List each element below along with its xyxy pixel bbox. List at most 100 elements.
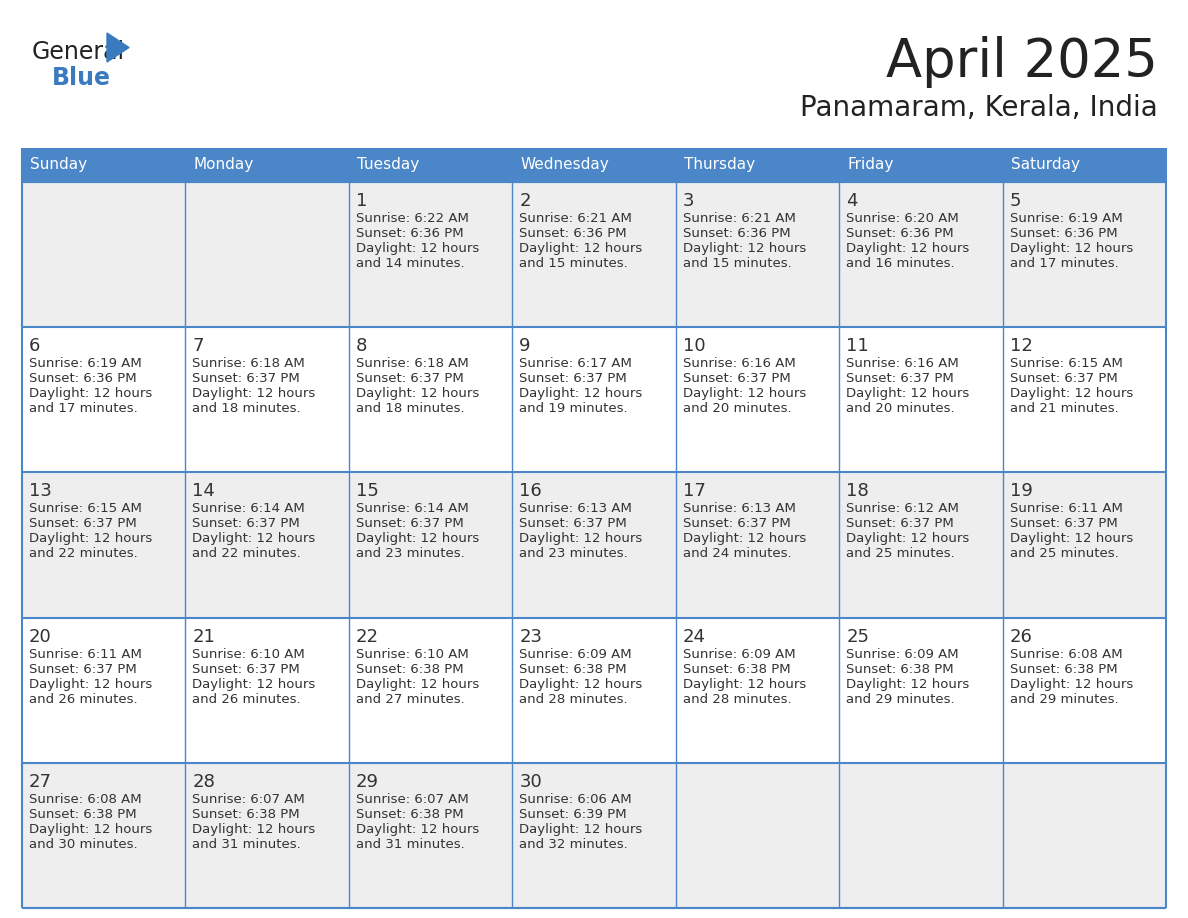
Text: Sunrise: 6:11 AM: Sunrise: 6:11 AM [29,647,141,661]
Text: April 2025: April 2025 [886,36,1158,88]
Text: and 18 minutes.: and 18 minutes. [356,402,465,415]
Text: 21: 21 [192,628,215,645]
Text: and 29 minutes.: and 29 minutes. [846,692,955,706]
Text: Sunrise: 6:08 AM: Sunrise: 6:08 AM [1010,647,1123,661]
Text: 8: 8 [356,337,367,355]
Bar [1003,182,1165,327]
Text: Sunrise: 6:14 AM: Sunrise: 6:14 AM [356,502,468,515]
Bar [512,473,676,618]
Bar [512,148,676,182]
Text: Daylight: 12 hours: Daylight: 12 hours [683,532,805,545]
Text: and 14 minutes.: and 14 minutes. [356,257,465,270]
Text: and 32 minutes.: and 32 minutes. [519,838,628,851]
Text: and 18 minutes.: and 18 minutes. [192,402,301,415]
Text: Daylight: 12 hours: Daylight: 12 hours [356,532,479,545]
Bar [839,182,1003,327]
Text: and 16 minutes.: and 16 minutes. [846,257,955,270]
Text: and 28 minutes.: and 28 minutes. [683,692,791,706]
Text: Friday: Friday [847,158,893,173]
Text: Sunset: 6:38 PM: Sunset: 6:38 PM [846,663,954,676]
Bar [185,327,349,473]
Text: Tuesday: Tuesday [356,158,419,173]
Text: and 26 minutes.: and 26 minutes. [192,692,301,706]
Bar [349,182,512,327]
Text: Sunset: 6:37 PM: Sunset: 6:37 PM [29,518,137,531]
Text: 16: 16 [519,482,542,500]
Text: and 31 minutes.: and 31 minutes. [356,838,465,851]
Text: Sunset: 6:38 PM: Sunset: 6:38 PM [356,808,463,821]
Text: Sunset: 6:36 PM: Sunset: 6:36 PM [29,372,137,386]
Text: and 20 minutes.: and 20 minutes. [846,402,955,415]
Text: Sunrise: 6:21 AM: Sunrise: 6:21 AM [519,212,632,225]
Text: Sunset: 6:37 PM: Sunset: 6:37 PM [29,663,137,676]
Text: and 27 minutes.: and 27 minutes. [356,692,465,706]
Text: 25: 25 [846,628,870,645]
Text: 11: 11 [846,337,868,355]
Text: 19: 19 [1010,482,1032,500]
Text: 30: 30 [519,773,542,790]
Text: 1: 1 [356,192,367,210]
Text: Daylight: 12 hours: Daylight: 12 hours [519,387,643,400]
Text: Sunset: 6:36 PM: Sunset: 6:36 PM [683,227,790,240]
Text: Panamaram, Kerala, India: Panamaram, Kerala, India [801,94,1158,122]
Text: Sunset: 6:37 PM: Sunset: 6:37 PM [192,372,301,386]
Text: Daylight: 12 hours: Daylight: 12 hours [29,823,152,835]
Text: and 31 minutes.: and 31 minutes. [192,838,302,851]
Text: Sunset: 6:37 PM: Sunset: 6:37 PM [356,518,463,531]
Text: 3: 3 [683,192,694,210]
Text: 5: 5 [1010,192,1020,210]
Text: Daylight: 12 hours: Daylight: 12 hours [192,532,316,545]
Text: Daylight: 12 hours: Daylight: 12 hours [846,677,969,690]
Text: Sunrise: 6:06 AM: Sunrise: 6:06 AM [519,793,632,806]
Bar [512,182,676,327]
Text: Sunrise: 6:15 AM: Sunrise: 6:15 AM [1010,357,1123,370]
Text: Daylight: 12 hours: Daylight: 12 hours [846,532,969,545]
Text: and 22 minutes.: and 22 minutes. [29,547,138,560]
Text: 4: 4 [846,192,858,210]
Text: 20: 20 [29,628,52,645]
Text: Sunset: 6:39 PM: Sunset: 6:39 PM [519,808,627,821]
Bar [185,763,349,908]
Bar [185,618,349,763]
Text: Sunrise: 6:09 AM: Sunrise: 6:09 AM [519,647,632,661]
Text: Sunset: 6:37 PM: Sunset: 6:37 PM [1010,372,1118,386]
Text: Sunset: 6:38 PM: Sunset: 6:38 PM [519,663,627,676]
Text: 13: 13 [29,482,52,500]
Text: Sunrise: 6:12 AM: Sunrise: 6:12 AM [846,502,959,515]
Bar [1003,763,1165,908]
Text: Sunset: 6:38 PM: Sunset: 6:38 PM [683,663,790,676]
Text: Sunset: 6:36 PM: Sunset: 6:36 PM [356,227,463,240]
Text: Saturday: Saturday [1011,158,1080,173]
Text: Sunrise: 6:18 AM: Sunrise: 6:18 AM [356,357,468,370]
Bar [1003,473,1165,618]
Text: Sunrise: 6:07 AM: Sunrise: 6:07 AM [356,793,468,806]
Bar [839,763,1003,908]
Bar [185,473,349,618]
Text: Sunset: 6:37 PM: Sunset: 6:37 PM [356,372,463,386]
Bar [23,763,185,908]
Bar [839,327,1003,473]
Bar [676,618,839,763]
Text: 6: 6 [29,337,40,355]
Text: 27: 27 [29,773,52,790]
Text: and 22 minutes.: and 22 minutes. [192,547,302,560]
Text: Sunrise: 6:07 AM: Sunrise: 6:07 AM [192,793,305,806]
Bar [676,182,839,327]
Text: and 30 minutes.: and 30 minutes. [29,838,138,851]
Text: Wednesday: Wednesday [520,158,609,173]
Text: Daylight: 12 hours: Daylight: 12 hours [356,677,479,690]
Text: Sunrise: 6:09 AM: Sunrise: 6:09 AM [683,647,795,661]
Text: Thursday: Thursday [684,158,754,173]
Text: Sunset: 6:37 PM: Sunset: 6:37 PM [683,372,790,386]
Text: 23: 23 [519,628,542,645]
Bar [23,327,185,473]
Text: Sunrise: 6:18 AM: Sunrise: 6:18 AM [192,357,305,370]
Text: and 29 minutes.: and 29 minutes. [1010,692,1118,706]
Text: and 23 minutes.: and 23 minutes. [356,547,465,560]
Text: 26: 26 [1010,628,1032,645]
Bar [1003,327,1165,473]
Bar [839,473,1003,618]
Text: Sunrise: 6:20 AM: Sunrise: 6:20 AM [846,212,959,225]
Bar [349,473,512,618]
Bar [676,327,839,473]
